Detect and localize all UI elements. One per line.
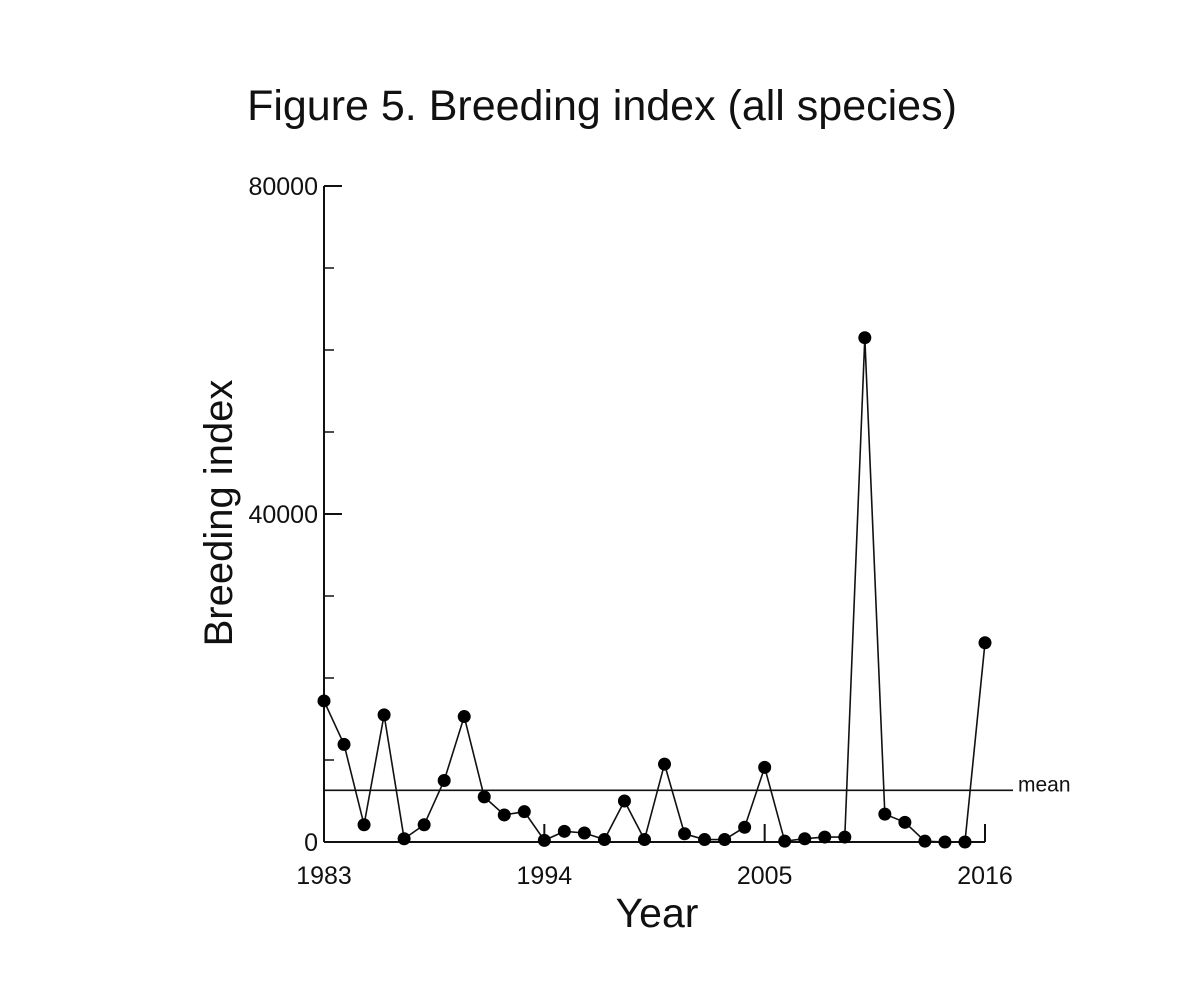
x-tick-label: 1983 (296, 862, 352, 890)
data-point (537, 833, 551, 847)
data-point (658, 757, 672, 771)
y-tick-label: 0 (304, 829, 318, 857)
axis-ticks: 0 40000 80000 1983 1994 2005 2016 (248, 173, 1012, 890)
data-point (517, 805, 531, 819)
data-point (437, 774, 451, 787)
data-point (678, 827, 692, 841)
data-point (637, 833, 651, 847)
data-point (457, 710, 471, 724)
data-point (898, 815, 912, 829)
data-point (878, 807, 892, 821)
data-point (497, 808, 511, 822)
data-point (357, 818, 371, 832)
data-point (617, 794, 631, 808)
chart-axes (323, 186, 985, 843)
data-point (377, 708, 391, 722)
x-tick-label: 2005 (737, 862, 793, 890)
data-point (958, 835, 972, 849)
data-point (417, 818, 431, 832)
y-axis-label: Breeding index (197, 380, 241, 647)
data-point (798, 832, 812, 846)
data-point (778, 834, 792, 848)
data-point (818, 830, 832, 844)
data-point (758, 760, 772, 774)
y-tick-label: 40000 (248, 501, 318, 529)
data-point (557, 824, 571, 838)
mean-label: mean (1018, 773, 1071, 796)
x-axis-label: Year (616, 890, 699, 936)
data-point (918, 834, 932, 848)
data-point (577, 826, 591, 840)
chart-title: Figure 5. Breeding index (all species) (247, 82, 957, 130)
data-point (738, 820, 752, 834)
data-point (978, 636, 992, 650)
data-point (718, 833, 732, 847)
data-point (858, 331, 872, 345)
mean-group: mean (324, 773, 1071, 796)
x-tick-label: 1994 (517, 862, 573, 890)
data-point (938, 835, 952, 849)
data-point (397, 832, 411, 846)
series-line (323, 337, 986, 843)
x-tick-label: 2016 (957, 862, 1013, 890)
y-tick-label: 80000 (248, 173, 318, 201)
data-point (597, 833, 611, 847)
series-layer (317, 331, 992, 849)
data-point (698, 833, 712, 847)
data-point (317, 694, 331, 708)
data-point (838, 830, 852, 844)
data-point (477, 790, 491, 804)
data-point (337, 737, 351, 751)
